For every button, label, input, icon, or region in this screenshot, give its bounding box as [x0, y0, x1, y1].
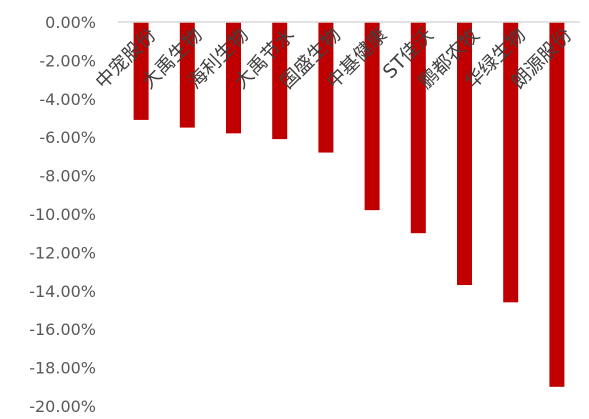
bar — [318, 22, 334, 153]
bar — [410, 22, 426, 234]
y-tick-label: -4.00% — [39, 90, 96, 109]
y-tick-label: -16.00% — [29, 320, 96, 339]
y-tick-label: -12.00% — [29, 243, 96, 262]
bar — [133, 22, 149, 120]
y-tick-label: -14.00% — [29, 282, 96, 301]
y-tick-label: -20.00% — [29, 397, 96, 416]
y-tick-label: -10.00% — [29, 205, 96, 224]
y-tick-label: 0.00% — [45, 13, 96, 32]
bar — [179, 22, 195, 128]
bar — [226, 22, 241, 134]
bar — [272, 22, 288, 140]
y-tick-label: -8.00% — [39, 167, 96, 186]
bar — [364, 22, 380, 211]
y-tick-label: -2.00% — [39, 51, 96, 70]
bar — [549, 22, 565, 387]
y-tick-label: -18.00% — [29, 359, 96, 378]
bars — [133, 22, 565, 387]
y-tick-label: -6.00% — [39, 128, 96, 147]
bar — [503, 22, 519, 303]
y-axis: 0.00% -2.00% -4.00% -6.00% -8.00% -10.00% -12.… — [29, 13, 96, 416]
bar — [457, 22, 472, 286]
